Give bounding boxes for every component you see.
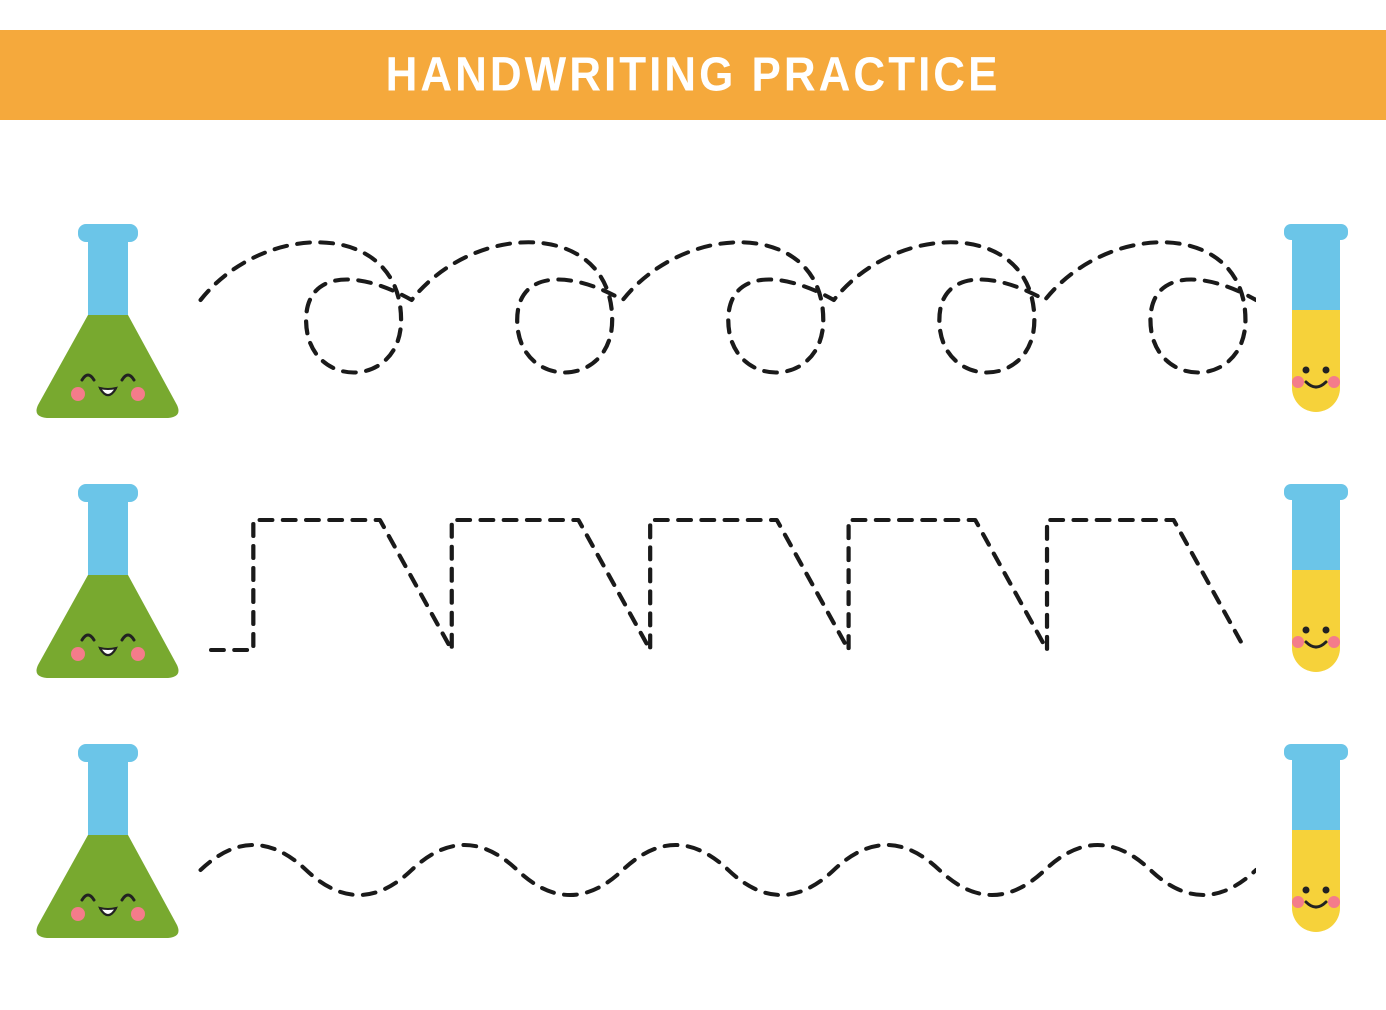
flask [30, 480, 185, 680]
flask [30, 220, 185, 420]
trace-line[interactable] [190, 230, 1256, 410]
trace-line[interactable] [190, 490, 1256, 670]
test-tube-icon [1276, 740, 1356, 940]
test-tube-icon [1276, 220, 1356, 420]
worksheet-rows [0, 190, 1386, 970]
flask-icon [30, 480, 185, 680]
test-tube-icon [1276, 480, 1356, 680]
trace-line[interactable] [190, 750, 1256, 930]
trace-row [0, 450, 1386, 710]
test-tube [1276, 220, 1356, 420]
trace-row [0, 710, 1386, 970]
flask-icon [30, 220, 185, 420]
flask-icon [30, 740, 185, 940]
trace-row [0, 190, 1386, 450]
page-title: HANDWRITING PRACTICE [386, 48, 1001, 103]
header-band: HANDWRITING PRACTICE [0, 30, 1386, 120]
test-tube [1276, 740, 1356, 940]
flask [30, 740, 185, 940]
test-tube [1276, 480, 1356, 680]
